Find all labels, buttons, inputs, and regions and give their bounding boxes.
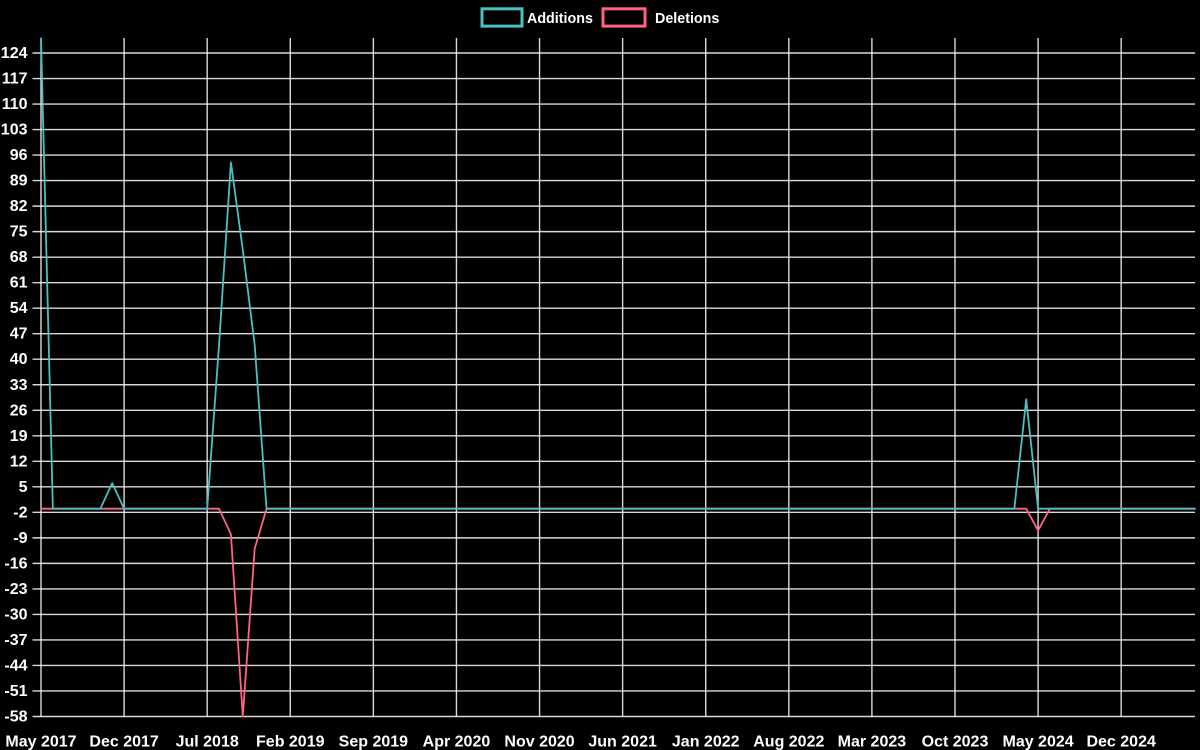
svg-text:47: 47 [10, 326, 28, 343]
svg-text:-37: -37 [4, 632, 27, 649]
svg-text:117: 117 [2, 71, 28, 88]
svg-text:Aug 2022: Aug 2022 [753, 734, 824, 750]
svg-text:-58: -58 [4, 709, 27, 726]
svg-text:Jul 2018: Jul 2018 [176, 734, 239, 750]
svg-text:-9: -9 [13, 530, 27, 547]
svg-text:82: 82 [10, 198, 28, 215]
svg-text:54: 54 [10, 300, 28, 317]
svg-text:33: 33 [10, 377, 28, 394]
svg-text:Mar 2023: Mar 2023 [838, 734, 907, 750]
svg-text:-51: -51 [4, 683, 27, 700]
svg-text:103: 103 [1, 122, 28, 139]
svg-text:-44: -44 [4, 657, 27, 674]
svg-text:Sep 2019: Sep 2019 [339, 734, 408, 750]
svg-text:5: 5 [19, 479, 28, 496]
svg-text:Additions: Additions [527, 11, 593, 27]
svg-text:Deletions: Deletions [655, 11, 719, 27]
svg-text:May 2024: May 2024 [1002, 734, 1073, 750]
svg-text:96: 96 [10, 147, 28, 164]
svg-text:Jun 2021: Jun 2021 [588, 734, 657, 750]
svg-text:-23: -23 [4, 581, 27, 598]
svg-text:19: 19 [10, 428, 28, 445]
svg-text:12: 12 [10, 453, 28, 470]
svg-text:Jan 2022: Jan 2022 [672, 734, 740, 750]
svg-text:110: 110 [2, 96, 28, 113]
svg-text:124: 124 [1, 45, 28, 62]
svg-text:Nov 2020: Nov 2020 [504, 734, 574, 750]
svg-text:-16: -16 [4, 555, 27, 572]
svg-text:26: 26 [10, 402, 28, 419]
svg-text:68: 68 [10, 249, 28, 266]
svg-text:40: 40 [10, 351, 28, 368]
svg-text:89: 89 [10, 173, 28, 190]
svg-text:61: 61 [10, 275, 28, 292]
svg-text:Dec 2024: Dec 2024 [1086, 734, 1155, 750]
svg-text:May 2017: May 2017 [5, 734, 76, 750]
svg-text:Oct 2023: Oct 2023 [922, 734, 989, 750]
svg-text:Feb 2019: Feb 2019 [256, 734, 325, 750]
svg-text:-30: -30 [4, 606, 27, 623]
svg-text:-2: -2 [13, 504, 27, 521]
svg-text:75: 75 [10, 224, 28, 241]
svg-text:Apr 2020: Apr 2020 [423, 734, 491, 750]
svg-text:Dec 2017: Dec 2017 [89, 734, 158, 750]
